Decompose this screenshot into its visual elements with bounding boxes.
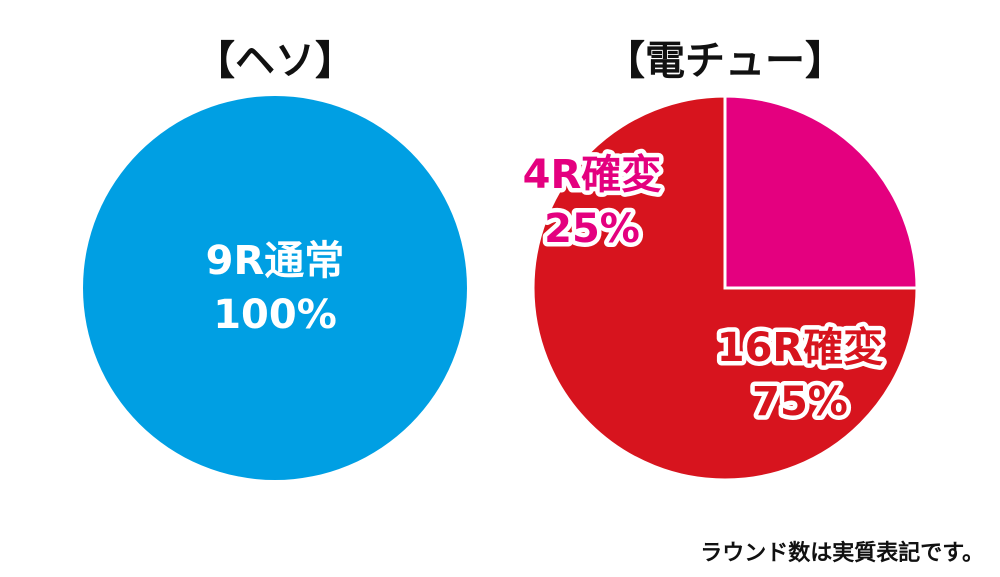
chart-title-denchu: 【電チュー】 (605, 38, 845, 84)
chart-title-heso: 【ヘソ】 (195, 38, 355, 84)
slice-value-2-2: 75% (752, 379, 848, 425)
slice-label-2-1: 4R確変 (523, 152, 662, 198)
slice-label-1-1: 9R通常 (206, 238, 345, 284)
footnote: ラウンド数は実質表記です。 (700, 541, 984, 566)
slice-label-2-2: 16R確変 (717, 325, 883, 371)
pie-chart-1: 9R通常 100% (83, 96, 467, 480)
slice-value-2-1: 25% (544, 206, 640, 252)
slice-value-1-1: 100% (213, 292, 337, 338)
pie-slice-1-1 (83, 96, 467, 480)
pie-slice-2-1 (723, 94, 919, 290)
pie-slice-2-2 (531, 94, 919, 482)
pie-chart-2: 4R確変 25% 16R確変 75% (518, 94, 919, 482)
